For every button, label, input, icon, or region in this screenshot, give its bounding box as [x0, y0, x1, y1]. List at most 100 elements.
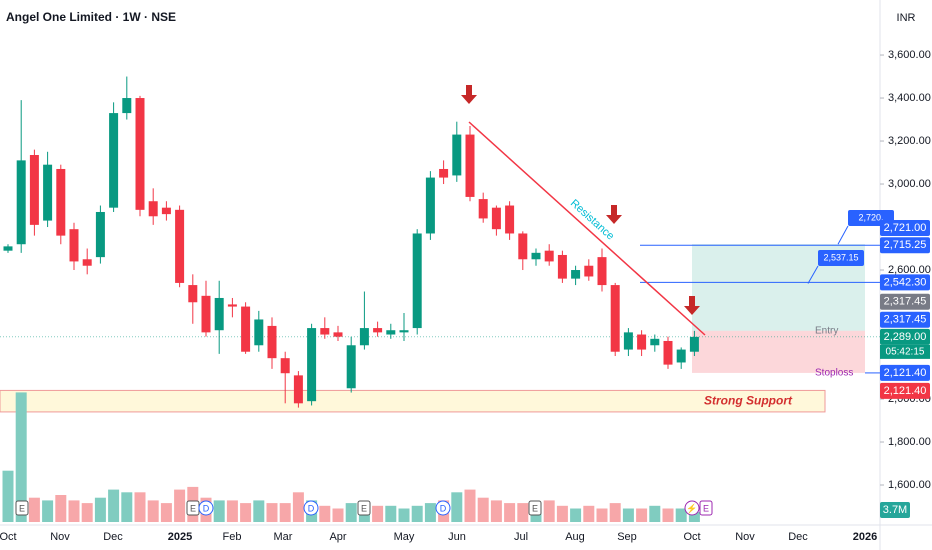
volume-bar	[134, 492, 146, 522]
candle-body	[689, 336, 699, 352]
y-tick-label: 1,800.00	[888, 436, 931, 448]
x-tick-label: Jul	[514, 531, 528, 543]
event-marker	[357, 500, 371, 516]
candle-body	[399, 330, 409, 333]
volume-bar	[649, 505, 661, 522]
candle-body	[188, 285, 198, 303]
countdown-box	[880, 344, 930, 359]
candle-body	[452, 134, 462, 176]
candle-body	[373, 328, 383, 333]
y-tick-label: 1,600.00	[888, 479, 931, 491]
volume-bar	[42, 500, 54, 522]
candle-body	[293, 375, 303, 404]
candle-body	[109, 113, 119, 208]
volume-bar	[279, 503, 291, 522]
volume-bar	[609, 503, 621, 522]
candle-body	[359, 328, 369, 346]
volume-bar	[662, 508, 674, 522]
x-tick-label: Apr	[329, 531, 346, 543]
volume-bar	[596, 508, 608, 522]
price-tag-label: 2,317.45	[884, 296, 927, 308]
candle-body	[161, 207, 171, 215]
arrow	[606, 205, 622, 224]
candle-body	[478, 199, 488, 219]
candle-body	[623, 332, 633, 350]
candle-body	[610, 285, 620, 352]
candle-body	[307, 328, 317, 402]
y-tick-label: 3,400.00	[888, 92, 931, 104]
volume-tag-label: 3.7M	[883, 504, 907, 516]
volume-bar	[372, 505, 384, 522]
x-tick-label: 2026	[853, 531, 877, 543]
volume-bar	[517, 503, 529, 522]
price-tag-label: 2,289.00	[884, 331, 927, 343]
event-label: D	[440, 503, 447, 513]
price-tag	[880, 364, 930, 381]
volume-bar	[292, 492, 304, 522]
candle-body	[69, 229, 79, 262]
volume-bar	[121, 492, 133, 522]
candle-body	[465, 134, 475, 197]
candle-body	[637, 334, 647, 350]
volume-bar	[622, 508, 634, 522]
volume-bar	[213, 500, 225, 522]
callout-label: 2,720.	[858, 212, 883, 222]
event-label: D	[308, 503, 315, 513]
countdown: 05:42:15	[886, 347, 925, 358]
candle-body	[333, 332, 343, 337]
volume-bar	[543, 500, 555, 522]
event-marker	[303, 500, 319, 516]
x-tick-label: Feb	[223, 531, 242, 543]
candle-body	[267, 325, 277, 359]
event-marker	[198, 500, 214, 516]
volume-bar	[174, 489, 186, 522]
callout-line	[837, 225, 849, 245]
x-tick-label: May	[394, 531, 415, 543]
price-tag	[880, 311, 930, 328]
volume-bar	[424, 503, 436, 522]
volume-bar	[2, 470, 14, 522]
candle-body	[663, 340, 673, 365]
callout-label: 2,537.15	[823, 252, 858, 262]
candle-body	[584, 265, 594, 277]
candle-body	[56, 168, 66, 236]
y-tick-label: 3,600.00	[888, 49, 931, 61]
candle-body	[505, 205, 515, 234]
candle-body	[135, 98, 145, 210]
volume-bar	[28, 497, 40, 522]
candle-body	[227, 304, 237, 307]
candle-body	[518, 233, 528, 260]
candle-body	[201, 295, 211, 333]
event-label: D	[203, 503, 210, 513]
event-label: E	[703, 503, 709, 513]
volume-tag	[880, 502, 910, 518]
event-label: ⚡	[686, 502, 697, 514]
price-tag-label: 2,715.25	[884, 239, 927, 251]
candle-body	[412, 233, 422, 329]
candle-body	[254, 319, 264, 346]
support-label: Strong Support	[704, 393, 793, 407]
candle-body	[439, 168, 449, 178]
price-tag	[880, 328, 930, 345]
volume-bar	[68, 500, 80, 522]
x-tick-label: Oct	[683, 531, 700, 543]
x-tick-label: Nov	[50, 531, 70, 543]
event-label: E	[19, 503, 25, 513]
candle-body	[531, 252, 541, 260]
event-label: E	[532, 503, 538, 513]
candle-body	[425, 177, 435, 234]
candle-body	[95, 211, 105, 258]
candle-body	[571, 270, 581, 279]
arrow	[461, 85, 477, 104]
candle-body	[597, 257, 607, 286]
volume-bar	[451, 492, 463, 522]
volume-bar	[108, 489, 120, 522]
x-tick-label: Mar	[274, 531, 293, 543]
candle-body	[175, 209, 185, 283]
candle-body	[676, 349, 686, 363]
stoploss-label: Stoploss	[815, 368, 853, 379]
volume-bar	[81, 503, 93, 522]
volume-bar	[556, 505, 568, 522]
volume-bar	[398, 508, 410, 522]
